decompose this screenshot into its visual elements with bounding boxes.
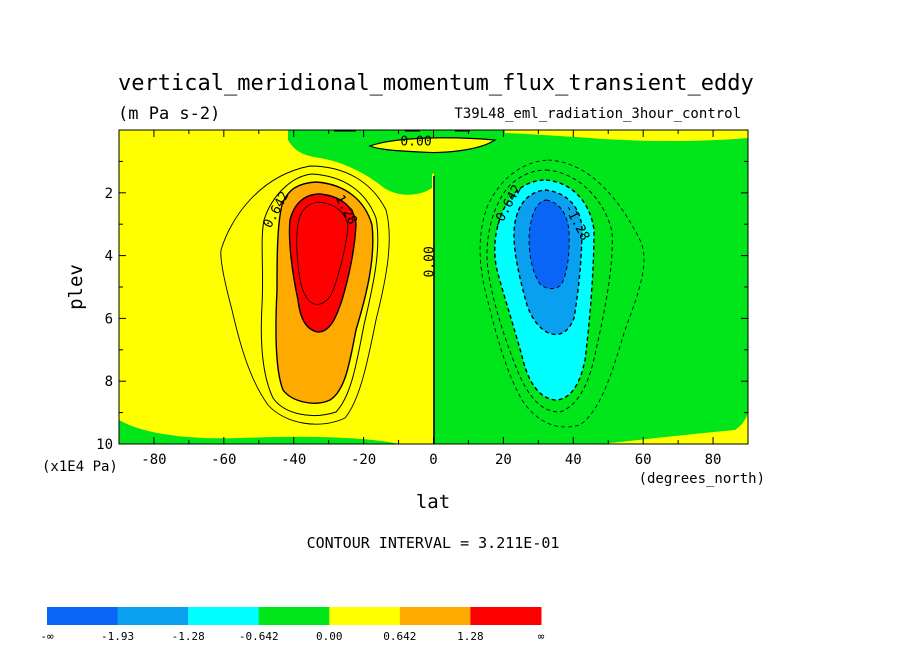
y-tick-label: 10 [96, 437, 113, 453]
x-tick-label: -20 [351, 452, 376, 468]
contour-zero-top [368, 137, 497, 154]
x-tick-label: 0 [429, 452, 437, 468]
colorbar-label: -1.93 [101, 630, 134, 643]
colorbar-label: ∞ [538, 630, 545, 643]
contour-negative-2 [486, 169, 613, 413]
contour-interval-label: CONTOUR INTERVAL = 3.211E-01 [307, 534, 560, 552]
fill-positive-red [289, 194, 356, 332]
contour-label: 0.00 [400, 135, 431, 150]
fill-bottom-right-positive [600, 412, 748, 444]
colorbar-label: -0.642 [239, 630, 279, 643]
contour-label: 0.00 [423, 246, 438, 277]
contour-positive-1 [220, 165, 390, 425]
plot-area [119, 130, 748, 444]
colorbar-swatch [470, 607, 542, 625]
contour-positive-2 [260, 173, 379, 416]
colorbar-swatch [399, 607, 471, 625]
contour-positive-3 [275, 181, 374, 404]
x-tick-label: 80 [705, 452, 722, 468]
fill-upper-right-positive [505, 130, 748, 141]
contour-negative-3 [494, 179, 595, 401]
dataset-label: T39L48_eml_radiation_3hour_control [454, 106, 741, 122]
colorbar-swatch [117, 607, 189, 625]
x-tick-label: 20 [495, 452, 512, 468]
colorbar-swatch [47, 607, 119, 625]
x-tick-label: 40 [565, 452, 582, 468]
colorbar-label: 0.642 [383, 630, 416, 643]
fill-bottom-left-negative [119, 420, 400, 444]
colorbar-label: -∞ [40, 630, 54, 643]
colorbar-swatch [188, 607, 260, 625]
colorbar-label: -1.28 [172, 630, 205, 643]
x-axis-label: lat [416, 491, 450, 513]
colorbar-swatch [329, 607, 401, 625]
contour-positive-4 [288, 193, 357, 333]
y-axis-label: plev [65, 264, 87, 310]
y-tick-label: 6 [105, 311, 113, 327]
x-axis: -80 -60 -40 -20 0 20 40 60 80 [118, 130, 749, 468]
y-tick-label: 4 [105, 249, 113, 265]
y-axis-units: (x1E4 Pa) [42, 459, 118, 475]
fill-top-positive-pocket [370, 137, 495, 153]
chart-title: vertical_meridional_momentum_flux_transi… [118, 71, 754, 96]
fill-negative-dark-blue [529, 200, 570, 289]
units-label: (m Pa s-2) [118, 104, 220, 124]
contour-negative-1 [479, 159, 645, 428]
x-axis-units: (degrees_north) [639, 471, 765, 487]
contour-negative-5 [528, 199, 570, 290]
colorbar-label: 1.28 [457, 630, 484, 643]
x-tick-label: -40 [281, 452, 306, 468]
y-tick-label: 2 [105, 186, 113, 202]
x-tick-label: -80 [141, 452, 166, 468]
x-tick-label: 60 [635, 452, 652, 468]
colorbar-label: 0.00 [316, 630, 343, 643]
colorbar-swatch [258, 607, 330, 625]
contour-positive-5 [296, 201, 349, 305]
y-tick-label: 8 [105, 374, 113, 390]
x-tick-label: -60 [211, 452, 236, 468]
y-axis: 2 4 6 8 10 [96, 129, 748, 453]
contour-negative-4 [513, 189, 583, 336]
colorbar: -∞ -1.93 -1.28 -0.642 0.00 0.642 1.28 ∞ [40, 607, 545, 643]
